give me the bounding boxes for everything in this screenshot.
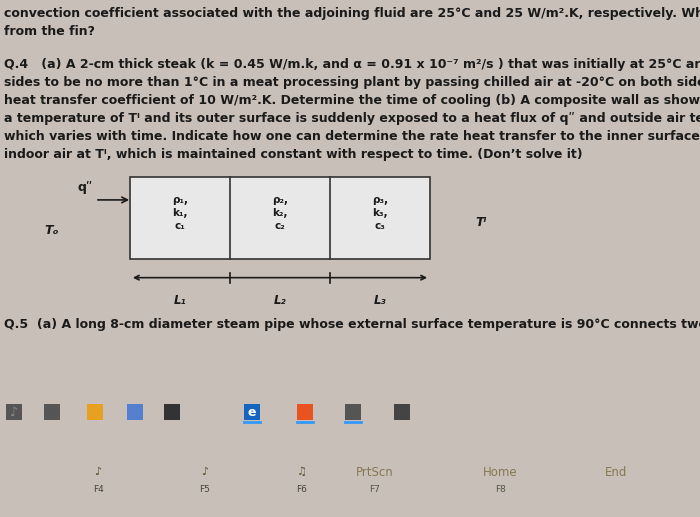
Text: qʺ: qʺ bbox=[78, 181, 93, 194]
Bar bbox=[6, 404, 22, 420]
Text: F5: F5 bbox=[199, 484, 211, 494]
Bar bbox=[394, 404, 410, 420]
Bar bbox=[130, 177, 430, 259]
Text: ρ₁,
k₁,
c₁: ρ₁, k₁, c₁ bbox=[172, 195, 188, 231]
Bar bbox=[44, 404, 60, 420]
Text: Q.5  (a) A long 8-cm diameter steam pipe whose external surface temperature is 9: Q.5 (a) A long 8-cm diameter steam pipe … bbox=[4, 318, 700, 331]
Bar bbox=[87, 404, 103, 420]
Bar bbox=[345, 404, 361, 420]
Text: Q.4   (a) A 2-cm thick steak (k = 0.45 W/m.k, and α = 0.91 x 10⁻⁷ m²/s ) that wa: Q.4 (a) A 2-cm thick steak (k = 0.45 W/m… bbox=[4, 57, 700, 71]
Bar bbox=[297, 404, 313, 420]
Text: L₃: L₃ bbox=[374, 294, 386, 307]
Text: ♪: ♪ bbox=[10, 406, 18, 419]
Text: L₁: L₁ bbox=[174, 294, 186, 307]
Text: F7: F7 bbox=[369, 484, 380, 494]
Text: convection coefficient associated with the adjoining fluid are 25°C and 25 W/m².: convection coefficient associated with t… bbox=[4, 7, 700, 20]
Text: ♪: ♪ bbox=[202, 467, 209, 477]
Text: ρ₃,
k₃,
c₃: ρ₃, k₃, c₃ bbox=[372, 195, 388, 231]
Text: sides to be no more than 1°C in a meat processing plant by passing chilled air a: sides to be no more than 1°C in a meat p… bbox=[4, 75, 700, 88]
Text: ρ₂,
k₂,
c₂: ρ₂, k₂, c₂ bbox=[272, 195, 288, 231]
Text: L₂: L₂ bbox=[274, 294, 286, 307]
Text: F8: F8 bbox=[495, 484, 506, 494]
Text: from the fin?: from the fin? bbox=[4, 25, 95, 38]
Bar bbox=[244, 404, 260, 420]
Text: ♫: ♫ bbox=[297, 467, 307, 477]
Text: End: End bbox=[605, 466, 627, 479]
Text: Tₒ: Tₒ bbox=[45, 224, 60, 237]
Text: F6: F6 bbox=[297, 484, 307, 494]
Text: ♪: ♪ bbox=[94, 467, 101, 477]
Text: heat transfer coefficient of 10 W/m².K. Determine the time of cooling (b) A comp: heat transfer coefficient of 10 W/m².K. … bbox=[4, 94, 700, 107]
Bar bbox=[164, 404, 180, 420]
Text: indoor air at Tᴵ, which is maintained constant with respect to time. (Don’t solv: indoor air at Tᴵ, which is maintained co… bbox=[4, 147, 582, 161]
Text: Tᴵ: Tᴵ bbox=[475, 216, 486, 229]
Text: a temperature of Tᴵ and its outer surface is suddenly exposed to a heat flux of : a temperature of Tᴵ and its outer surfac… bbox=[4, 112, 700, 125]
Text: e: e bbox=[248, 406, 256, 419]
Text: Home: Home bbox=[483, 466, 518, 479]
Bar bbox=[297, 404, 313, 420]
Text: F4: F4 bbox=[92, 484, 104, 494]
Text: PrtScn: PrtScn bbox=[356, 466, 393, 479]
Bar bbox=[345, 404, 361, 420]
Bar bbox=[127, 404, 143, 420]
Text: which varies with time. Indicate how one can determine the rate heat transfer to: which varies with time. Indicate how one… bbox=[4, 130, 700, 143]
Bar bbox=[244, 404, 260, 420]
